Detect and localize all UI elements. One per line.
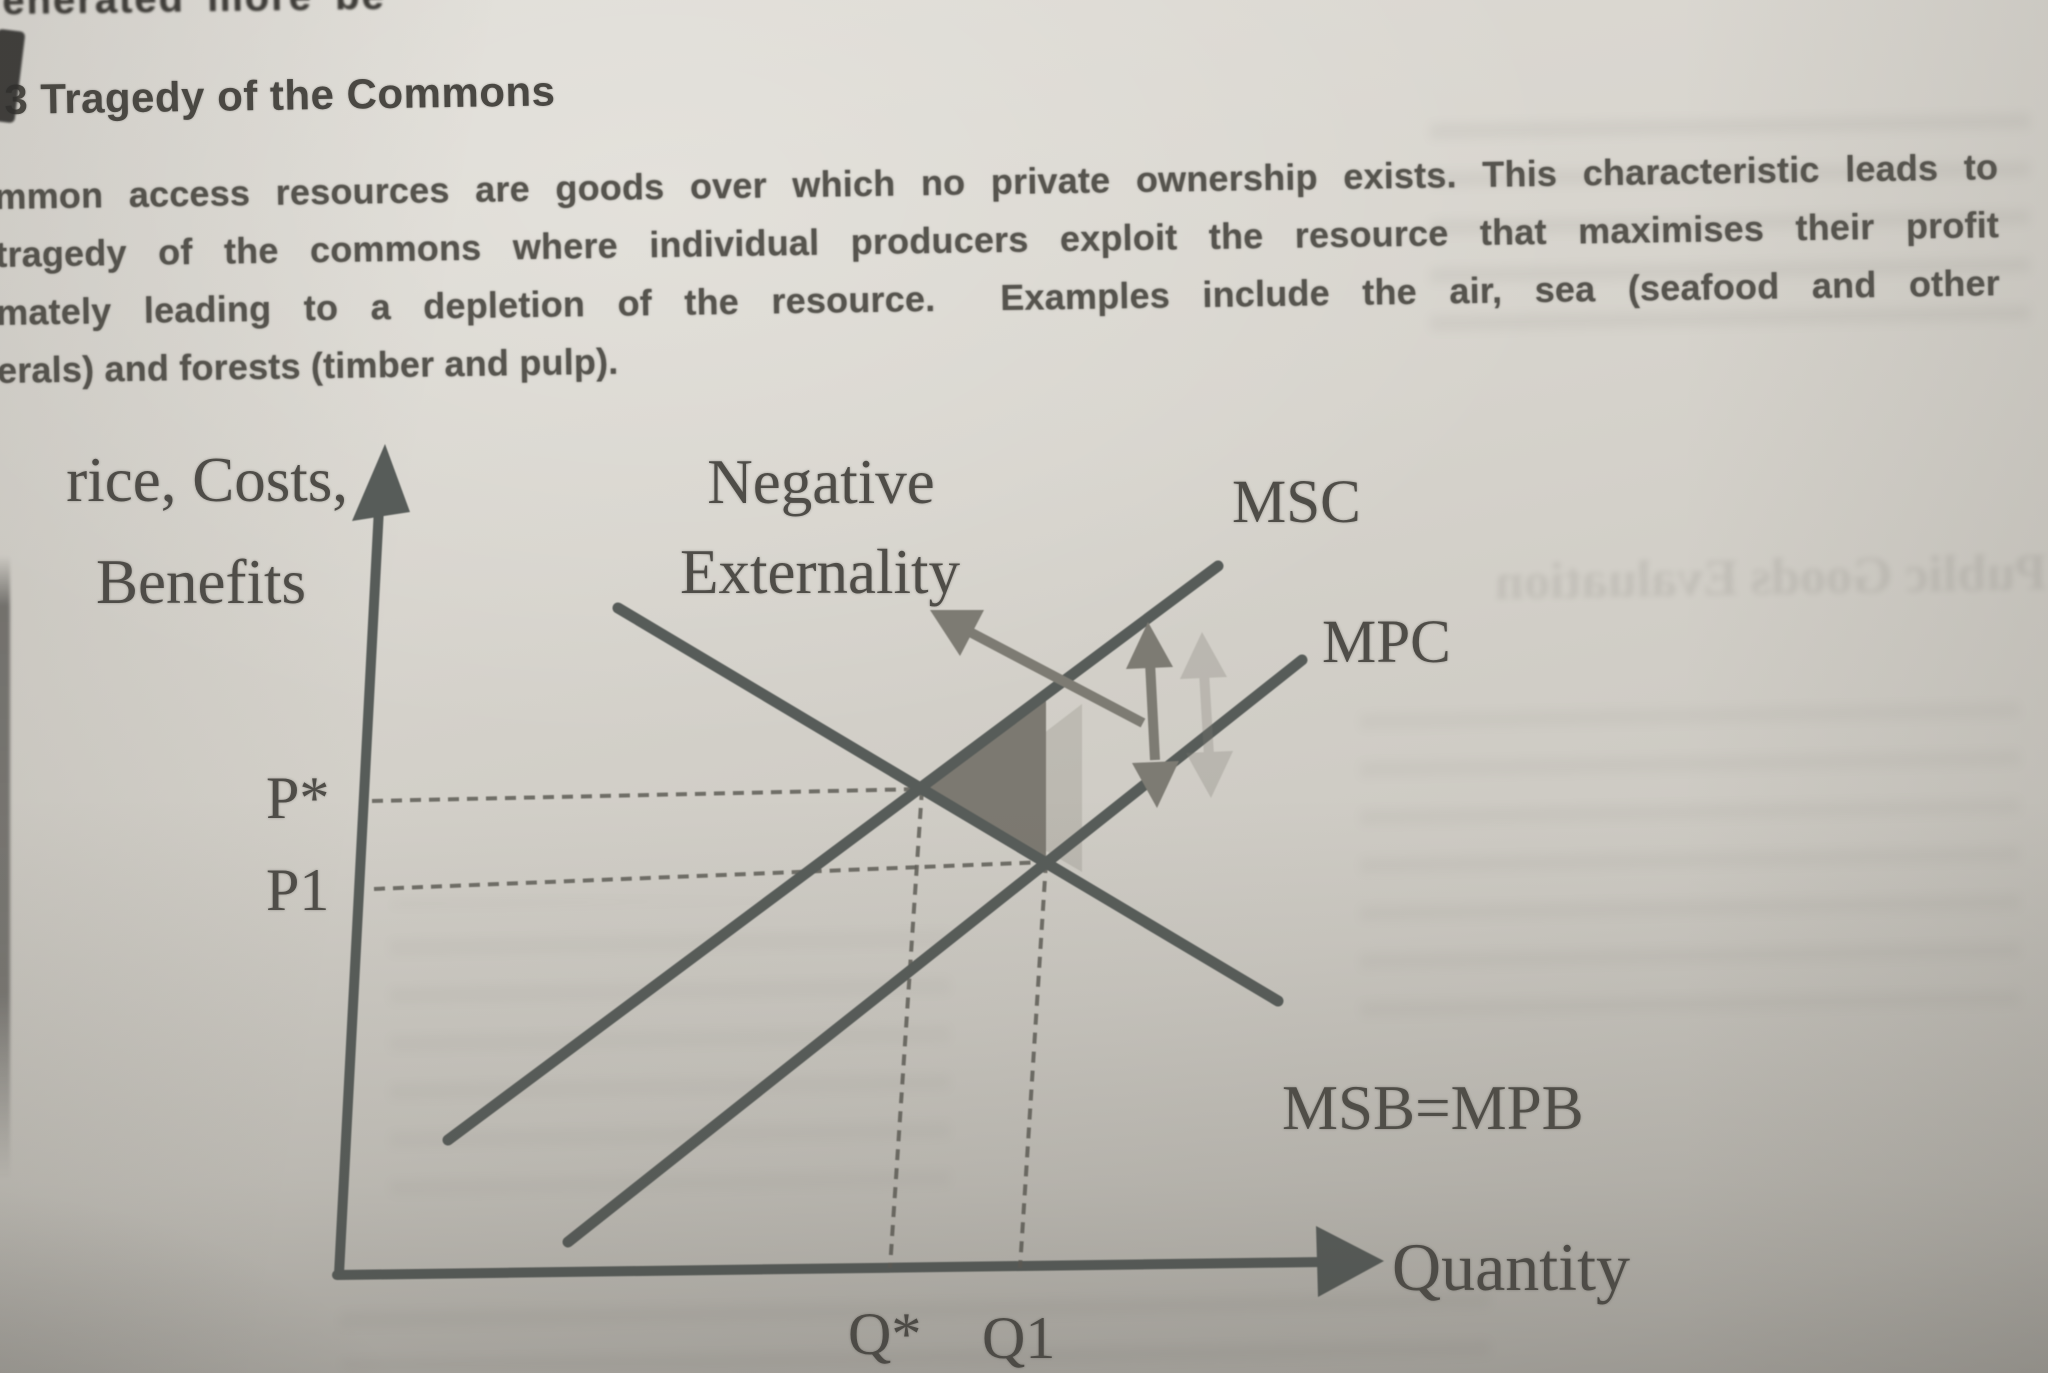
externality-gap-arrow-shadow xyxy=(1180,632,1233,798)
bleedthrough-smudge-mid-left xyxy=(390,900,950,1200)
externality-shift-arrow xyxy=(930,610,1146,728)
externality-gap-arrow xyxy=(1126,622,1179,808)
msb-mpb-curve-label: MSB=MPB xyxy=(1282,1073,1584,1143)
y-axis-label-line1: rice, Costs, xyxy=(66,445,348,515)
mpc-curve xyxy=(562,654,1308,1248)
x-axis-arrowhead xyxy=(1316,1226,1384,1297)
msc-curve xyxy=(442,560,1224,1146)
p1-dashed-guide xyxy=(373,860,1047,891)
bleedthrough-smudge-mid-right xyxy=(1360,700,2020,1020)
msb-mpb-curve xyxy=(612,602,1284,1007)
negative-externality-note-line2: Externality xyxy=(680,537,960,607)
y-axis-line xyxy=(334,503,384,1279)
x-axis-label: Quantity xyxy=(1392,1229,1630,1305)
negative-externality-note-line1: Negative xyxy=(707,447,935,517)
q1-dashed-guide xyxy=(1018,861,1048,1269)
p1-price-mark: P1 xyxy=(266,857,330,923)
x-axis-line xyxy=(332,1257,1329,1280)
msc-curve-label: MSC xyxy=(1232,469,1361,536)
q-star-dashed-guide xyxy=(888,788,924,1269)
photo-edge-shadow xyxy=(0,556,10,1180)
p-star-price-mark: P* xyxy=(266,765,330,831)
q1-quantity-mark: Q1 xyxy=(982,1305,1056,1371)
bleedthrough-smudge-top-right xyxy=(1430,95,2030,335)
p-star-dashed-guide xyxy=(371,787,923,803)
y-axis-arrowhead xyxy=(352,444,410,521)
bleedthrough-smudge-bottom xyxy=(340,1285,1490,1370)
welfare-loss-triangle xyxy=(922,694,1046,862)
mpc-curve-label: MPC xyxy=(1322,609,1451,676)
y-axis-label-line2: Benefits xyxy=(96,547,306,617)
q-star-quantity-mark: Q* xyxy=(848,1301,922,1367)
